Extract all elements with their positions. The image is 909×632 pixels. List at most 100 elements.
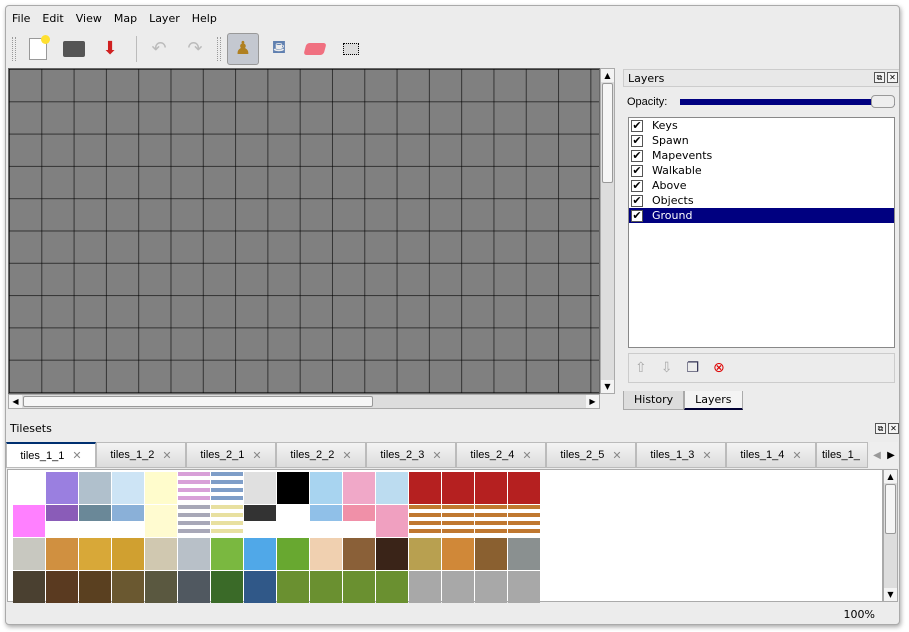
map-vertical-scrollbar[interactable]: ▲ ▼: [600, 68, 615, 394]
tab-history[interactable]: History: [623, 391, 685, 410]
scroll-down-icon[interactable]: ▼: [601, 380, 614, 393]
layer-row[interactable]: ✔ Ground: [629, 208, 894, 223]
tile[interactable]: [508, 505, 540, 537]
tile[interactable]: [376, 538, 408, 570]
scroll-right-icon[interactable]: ▶: [586, 395, 599, 408]
tile[interactable]: [178, 505, 210, 537]
close-icon[interactable]: ✕: [888, 423, 899, 434]
visibility-checkbox[interactable]: ✔: [631, 133, 643, 147]
tile[interactable]: [13, 571, 45, 603]
layer-row[interactable]: ✔ Objects: [629, 193, 894, 208]
tile[interactable]: [343, 505, 375, 537]
tile[interactable]: [112, 538, 144, 570]
rect-select-button[interactable]: [335, 33, 367, 65]
tile[interactable]: [475, 571, 507, 603]
scroll-down-icon[interactable]: ▼: [884, 588, 897, 601]
tile[interactable]: [145, 571, 177, 603]
menu-layer[interactable]: Layer: [149, 12, 180, 25]
tile[interactable]: [13, 538, 45, 570]
tile[interactable]: [79, 472, 111, 504]
scroll-thumb[interactable]: [602, 83, 613, 183]
close-tab-icon[interactable]: ✕: [252, 449, 262, 462]
tileset-tab[interactable]: tiles_2_4 ✕: [456, 442, 546, 468]
tile[interactable]: [343, 472, 375, 504]
tile[interactable]: [112, 571, 144, 603]
tile[interactable]: [112, 505, 144, 537]
tileset-tab[interactable]: tiles_2_2 ✕: [276, 442, 366, 468]
tile[interactable]: [178, 571, 210, 603]
close-tab-icon[interactable]: ✕: [522, 449, 532, 462]
tile[interactable]: [475, 472, 507, 504]
tile[interactable]: [409, 505, 441, 537]
tile[interactable]: [442, 505, 474, 537]
tile[interactable]: [475, 505, 507, 537]
tileset-tab[interactable]: tiles_2_5 ✕: [546, 442, 636, 468]
tileset-view[interactable]: [7, 469, 883, 603]
visibility-checkbox[interactable]: ✔: [631, 178, 643, 192]
tile[interactable]: [244, 538, 276, 570]
tile[interactable]: [13, 472, 45, 504]
tile[interactable]: [211, 472, 243, 504]
visibility-checkbox[interactable]: ✔: [631, 118, 643, 132]
menu-view[interactable]: View: [75, 12, 102, 25]
tileset-tab[interactable]: tiles_1_: [816, 442, 868, 468]
tile[interactable]: [376, 472, 408, 504]
tile[interactable]: [475, 538, 507, 570]
tile[interactable]: [310, 538, 342, 570]
tile[interactable]: [310, 571, 342, 603]
float-icon[interactable]: ⧉: [874, 72, 885, 83]
tile[interactable]: [211, 571, 243, 603]
scroll-thumb[interactable]: [23, 396, 373, 407]
tile[interactable]: [211, 505, 243, 537]
tileset-tab[interactable]: tiles_2_3 ✕: [366, 442, 456, 468]
tile[interactable]: [442, 538, 474, 570]
layer-row[interactable]: ✔ Keys: [629, 118, 894, 133]
menu-help[interactable]: Help: [191, 12, 217, 25]
save-button[interactable]: ⬇: [94, 33, 126, 65]
tile[interactable]: [244, 472, 276, 504]
tile[interactable]: [277, 505, 309, 537]
tab-layers[interactable]: Layers: [684, 391, 743, 410]
layer-row[interactable]: ✔ Walkable: [629, 163, 894, 178]
close-tab-icon[interactable]: ✕: [342, 449, 352, 462]
tile[interactable]: [343, 571, 375, 603]
toolbar-grip[interactable]: [12, 36, 16, 61]
tile[interactable]: [343, 538, 375, 570]
tile[interactable]: [46, 571, 78, 603]
tile[interactable]: [508, 472, 540, 504]
tileset-tab[interactable]: tiles_1_4 ✕: [726, 442, 816, 468]
tile[interactable]: [244, 505, 276, 537]
opacity-slider[interactable]: [680, 95, 895, 108]
tile[interactable]: [310, 505, 342, 537]
scroll-up-icon[interactable]: ▲: [884, 470, 897, 483]
redo-button[interactable]: ↷: [179, 33, 211, 65]
tile[interactable]: [145, 538, 177, 570]
tile[interactable]: [277, 538, 309, 570]
close-tab-icon[interactable]: ✕: [432, 449, 442, 462]
tile[interactable]: [145, 505, 177, 537]
tile[interactable]: [79, 505, 111, 537]
tile[interactable]: [409, 571, 441, 603]
close-icon[interactable]: ✕: [887, 72, 898, 83]
tile[interactable]: [79, 571, 111, 603]
undo-button[interactable]: ↶: [143, 33, 175, 65]
stamp-brush-button[interactable]: ♟: [227, 32, 259, 65]
close-tab-icon[interactable]: ✕: [162, 449, 172, 462]
float-icon[interactable]: ⧉: [875, 423, 886, 434]
tile[interactable]: [178, 538, 210, 570]
remove-layer-icon[interactable]: ⊗: [713, 360, 725, 376]
tab-scroll-left-icon[interactable]: ◀: [873, 449, 881, 461]
menu-map[interactable]: Map: [113, 12, 138, 25]
close-tab-icon[interactable]: ✕: [612, 449, 622, 462]
layer-row[interactable]: ✔ Above: [629, 178, 894, 193]
tile[interactable]: [442, 472, 474, 504]
scroll-left-icon[interactable]: ◀: [9, 395, 22, 408]
visibility-checkbox[interactable]: ✔: [631, 148, 643, 162]
tile[interactable]: [508, 538, 540, 570]
scroll-thumb[interactable]: [885, 484, 896, 534]
tile[interactable]: [376, 571, 408, 603]
tab-scroll-right-icon[interactable]: ▶: [887, 449, 895, 461]
tile[interactable]: [508, 571, 540, 603]
tile[interactable]: [409, 472, 441, 504]
tile[interactable]: [46, 538, 78, 570]
